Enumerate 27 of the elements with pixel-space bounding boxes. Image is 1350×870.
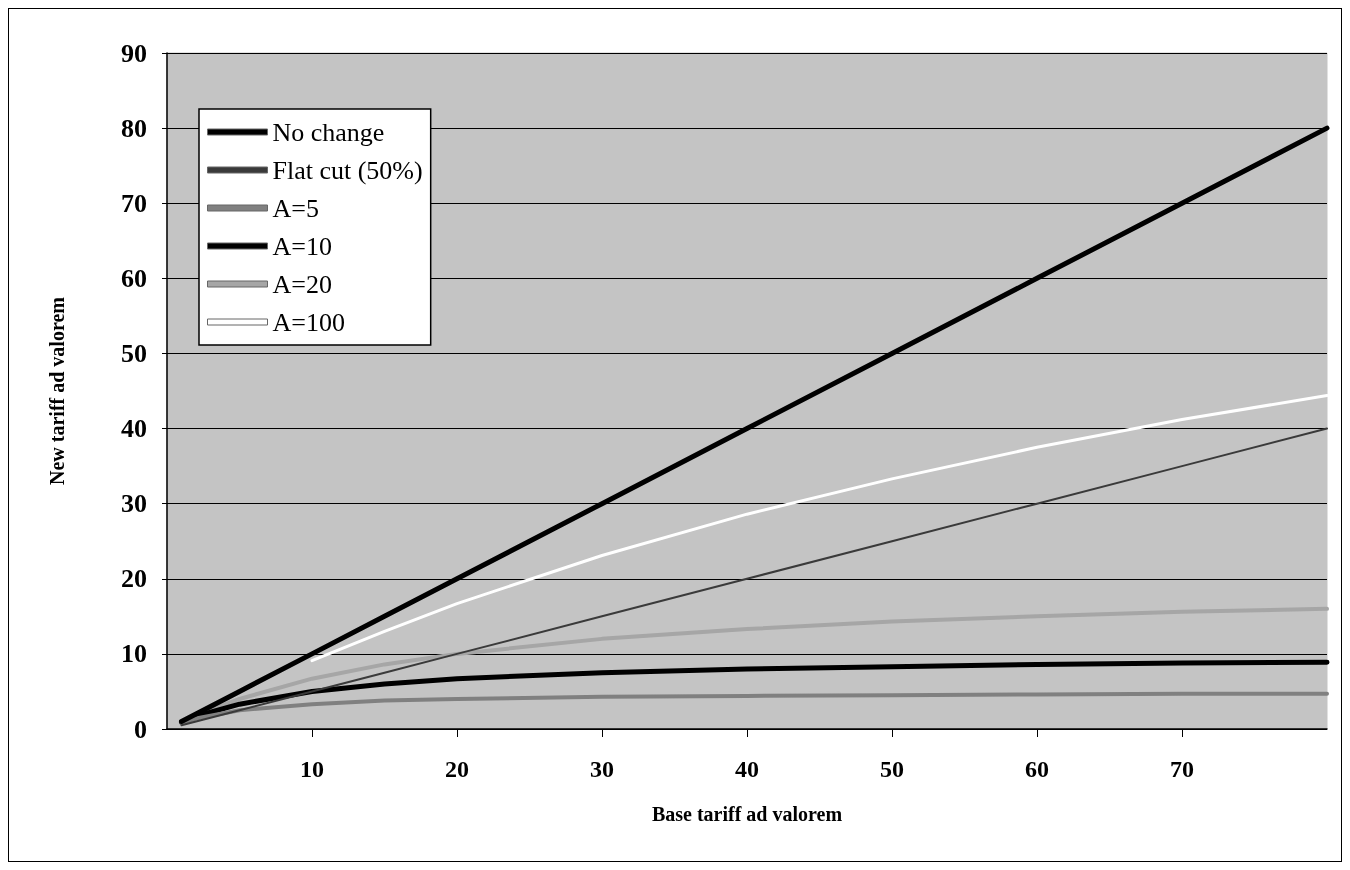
x-tick-label: 30 — [590, 756, 614, 782]
x-tick-label: 10 — [300, 756, 324, 782]
y-tick-label: 10 — [121, 639, 147, 669]
x-tick-label: 20 — [445, 756, 469, 782]
legend-label: Flat cut (50%) — [272, 155, 423, 185]
y-tick-label: 50 — [121, 338, 147, 368]
y-tick-label: 70 — [121, 188, 147, 218]
x-tick-label: 50 — [880, 756, 904, 782]
y-tick-label: 80 — [121, 113, 147, 143]
y-tick-label: 20 — [121, 564, 147, 594]
legend-label: A=5 — [272, 193, 319, 223]
x-tick-label: 60 — [1025, 756, 1049, 782]
x-tick-label: 70 — [1170, 756, 1194, 782]
y-tick-label: 30 — [121, 489, 147, 519]
legend-label: A=100 — [272, 307, 345, 337]
legend-label: No change — [272, 117, 385, 147]
y-tick-label: 0 — [134, 714, 147, 744]
legend-label: A=20 — [272, 269, 332, 299]
line-series — [179, 691, 1329, 725]
legend-label: A=10 — [272, 231, 332, 261]
y-tick-label: 90 — [121, 38, 147, 68]
y-tick-label: 40 — [121, 414, 147, 444]
x-axis-title: Base tariff ad valorem — [651, 803, 843, 825]
line-series — [310, 394, 1329, 663]
y-axis-title: New tariff ad valorem — [46, 296, 68, 485]
x-tick-label: 40 — [735, 756, 759, 782]
y-tick-label: 60 — [121, 263, 147, 293]
